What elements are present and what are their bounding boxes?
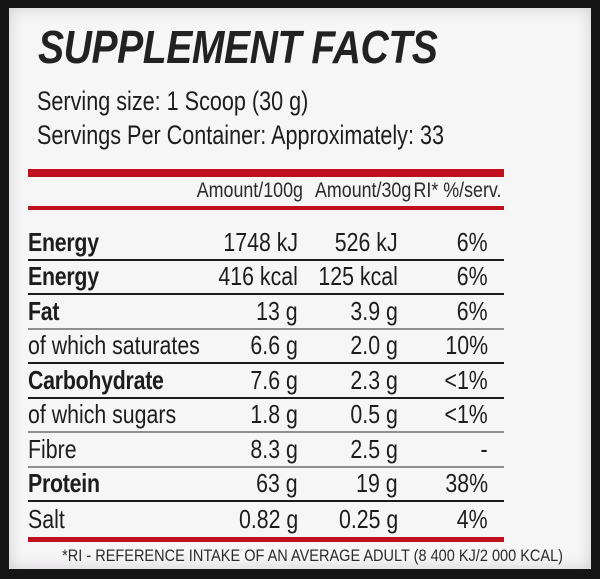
red-divider-bottom (28, 537, 504, 542)
servings-per-container-line: Servings Per Container: Approximately: 3… (37, 120, 445, 150)
amount-30g-value: 526 kJ (335, 226, 398, 257)
amount-30g-value: 2.3 g (350, 364, 398, 395)
amount-30g-value: 19 g (356, 468, 398, 499)
amount-100g-value: 0.82 g (238, 503, 298, 534)
nutrient-label: of which sugars (28, 399, 177, 430)
amount-100g-value: 416 kcal (218, 261, 298, 292)
amount-100g-value: 7.6 g (250, 364, 298, 395)
amount-100g-value: 6.6 g (250, 330, 298, 361)
ri-percent-value: <1% (444, 364, 488, 395)
table-header-amount-100g: Amount/100g (196, 179, 303, 202)
ri-percent-value: - (480, 433, 488, 464)
label-title-text: SUPPLEMENT FACTS (38, 21, 438, 73)
nutrient-label: Carbohydrate (28, 364, 164, 395)
table-header-amount-30g: Amount/30g (314, 179, 412, 202)
amount-100g-value: 63 g (256, 468, 298, 499)
table-header-ri-serv: RI* %/serv. (413, 179, 502, 202)
table-header-row: Amount/100g Amount/30g RI* %/serv. (28, 178, 504, 204)
amount-30g-value: 0.25 g (338, 503, 398, 534)
ri-percent-value: 6% (457, 295, 488, 326)
ri-percent-value: 4% (457, 503, 488, 534)
reference-intake-footnote: *RI - REFERENCE INTAKE OF AN AVERAGE ADU… (62, 547, 563, 565)
amount-100g-value: 13 g (256, 295, 298, 326)
ri-percent-value: 38% (445, 468, 488, 499)
label-title: SUPPLEMENT FACTS (38, 20, 508, 74)
nutrition-table: Energy 1748 kJ 526 kJ 6% Energy 416 kcal… (28, 226, 504, 537)
nutrient-label: Energy (28, 226, 99, 257)
table-row: Fat 13 g 3.9 g 6% (28, 295, 504, 330)
table-row: Fibre 8.3 g 2.5 g - (28, 433, 504, 468)
nutrient-label: Energy (28, 261, 99, 292)
table-row: Carbohydrate 7.6 g 2.3 g <1% (28, 364, 504, 399)
ri-percent-value: <1% (444, 399, 488, 430)
nutrient-label: Fibre (28, 433, 77, 464)
amount-30g-value: 2.5 g (350, 433, 398, 464)
amount-100g-value: 8.3 g (250, 433, 298, 464)
nutrient-label: Fat (28, 295, 60, 326)
red-divider-top (28, 169, 504, 177)
amount-30g-value: 0.5 g (350, 399, 398, 430)
nutrient-label: Salt (28, 503, 65, 534)
nutrient-label: of which saturates (28, 330, 200, 361)
label-background (9, 8, 591, 569)
serving-size-line: Serving size: 1 Scoop (30 g) (37, 86, 309, 116)
ri-percent-value: 6% (457, 226, 488, 257)
amount-100g-value: 1748 kJ (223, 226, 298, 257)
table-row: Energy 416 kcal 125 kcal 6% (28, 261, 504, 295)
table-row: of which saturates 6.6 g 2.0 g 10% (28, 330, 504, 364)
ri-percent-value: 6% (457, 261, 488, 292)
amount-30g-value: 2.0 g (350, 330, 398, 361)
table-row: Energy 1748 kJ 526 kJ 6% (28, 226, 504, 261)
nutrient-label: Protein (28, 468, 100, 499)
amount-30g-value: 125 kcal (318, 261, 398, 292)
ri-percent-value: 10% (445, 330, 488, 361)
serving-info: Serving size: 1 Scoop (30 g) Servings Pe… (37, 84, 546, 152)
table-row: Salt 0.82 g 0.25 g 4% (28, 502, 504, 537)
red-divider-header (28, 206, 504, 210)
table-row: Protein 63 g 19 g 38% (28, 468, 504, 502)
amount-30g-value: 3.9 g (350, 295, 398, 326)
table-row: of which sugars 1.8 g 0.5 g <1% (28, 399, 504, 433)
amount-100g-value: 1.8 g (250, 399, 298, 430)
